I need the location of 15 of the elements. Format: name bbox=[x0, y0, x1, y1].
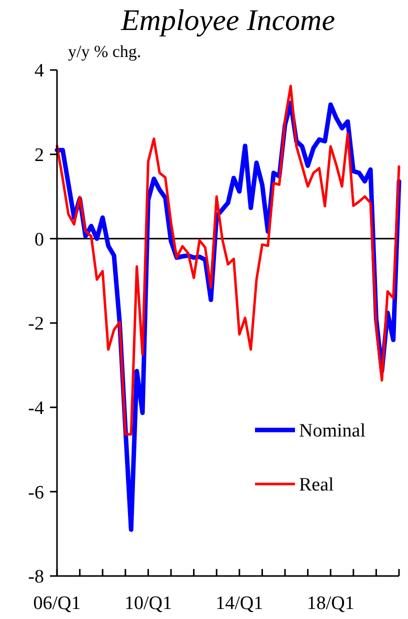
y-tick-label: 4 bbox=[34, 60, 44, 82]
legend-label: Nominal bbox=[299, 420, 366, 442]
y-tick-label: 2 bbox=[34, 144, 44, 166]
y-tick-label: -4 bbox=[28, 398, 44, 419]
x-tick-label: 10/Q1 bbox=[124, 593, 172, 614]
x-tick-label: 18/Q1 bbox=[306, 593, 354, 614]
y-tick-label: 0 bbox=[34, 229, 44, 250]
legend-label: Real bbox=[299, 474, 334, 496]
chart-title: Employee Income bbox=[120, 4, 336, 37]
y-tick-label: -2 bbox=[28, 314, 44, 335]
x-tick-label: 14/Q1 bbox=[216, 593, 264, 614]
y-tick-label: -8 bbox=[28, 566, 44, 588]
y-axis-title: y/y % chg. bbox=[68, 42, 142, 61]
y-tick-label: -6 bbox=[28, 482, 44, 504]
x-tick-label: 06/Q1 bbox=[33, 593, 81, 614]
